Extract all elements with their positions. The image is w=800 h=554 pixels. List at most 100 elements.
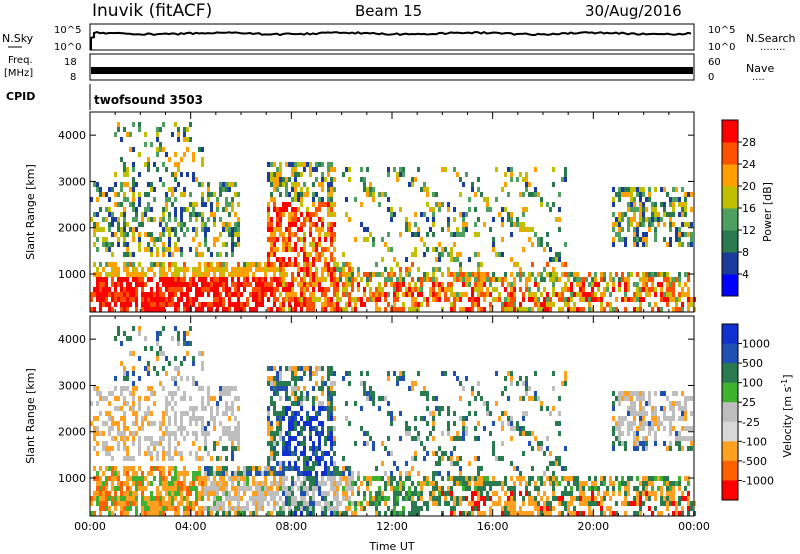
velocity-cell (216, 401, 219, 406)
power-cell (147, 277, 150, 282)
power-cell (201, 307, 204, 312)
velocity-cell (138, 356, 141, 361)
velocity-cell (111, 476, 114, 481)
power-cell (519, 267, 522, 272)
power-cell (654, 302, 657, 307)
velocity-cell (174, 486, 177, 491)
power-cell (495, 197, 498, 202)
power-cell (618, 277, 621, 282)
velocity-cell (300, 496, 303, 501)
power-cell (552, 182, 555, 187)
velocity-cell (567, 491, 570, 496)
velocity-cell (363, 496, 366, 501)
velocity-cell (207, 511, 210, 516)
velocity-cell (684, 411, 687, 416)
power-cell (489, 227, 492, 232)
power-cell (642, 202, 645, 207)
power-cell (672, 212, 675, 217)
velocity-cell (126, 491, 129, 496)
power-cell (486, 197, 489, 202)
velocity-cell (438, 471, 441, 476)
power-cell (480, 307, 483, 312)
power-cell (213, 272, 216, 277)
velocity-cell (552, 371, 555, 376)
power-cell (285, 227, 288, 232)
velocity-cell (231, 456, 234, 461)
power-cell (495, 167, 498, 172)
power-cell (336, 307, 339, 312)
power-cell (684, 212, 687, 217)
power-cell (546, 242, 549, 247)
power-cell (405, 272, 408, 277)
power-cell (387, 207, 390, 212)
velocity-cell (546, 436, 549, 441)
velocity-cell (132, 401, 135, 406)
power-cell (174, 207, 177, 212)
velocity-cell (126, 506, 129, 511)
power-cell (309, 267, 312, 272)
velocity-cell (558, 496, 561, 501)
velocity-cell (288, 496, 291, 501)
velocity-cell (564, 476, 567, 481)
power-cell (99, 227, 102, 232)
power-cell (135, 307, 138, 312)
power-cell (123, 192, 126, 197)
velocity-cell (519, 376, 522, 381)
velocity-cell (126, 376, 129, 381)
velocity-cell (564, 381, 567, 386)
freq-tick-high: 18 (64, 57, 77, 68)
velocity-cell (687, 436, 690, 441)
velocity-cell (681, 506, 684, 511)
velocity-cell (171, 406, 174, 411)
power-cell (537, 302, 540, 307)
y-tick-label: 2000 (58, 222, 86, 235)
velocity-cell (198, 386, 201, 391)
power-cell (186, 267, 189, 272)
velocity-cell (432, 396, 435, 401)
y-tick-label: 4000 (58, 129, 86, 142)
velocity-cell (396, 496, 399, 501)
velocity-cell (132, 456, 135, 461)
power-cell (366, 277, 369, 282)
velocity-cell (474, 476, 477, 481)
velocity-cell (621, 421, 624, 426)
power-cell (519, 272, 522, 277)
power-cell (333, 177, 336, 182)
velocity-cell (303, 471, 306, 476)
velocity-cell (93, 511, 96, 516)
power-cell (171, 302, 174, 307)
power-cell (285, 192, 288, 197)
power-cell (282, 232, 285, 237)
power-cell (219, 282, 222, 287)
power-cell (582, 287, 585, 292)
velocity-cell (273, 481, 276, 486)
velocity-cell (225, 466, 228, 471)
power-cell (117, 242, 120, 247)
power-cell (675, 187, 678, 192)
velocity-cell (618, 486, 621, 491)
velocity-cell (630, 391, 633, 396)
power-cell (105, 192, 108, 197)
velocity-cell (144, 416, 147, 421)
power-cell (291, 292, 294, 297)
power-cell (456, 257, 459, 262)
power-cell (381, 272, 384, 277)
velocity-cell (537, 506, 540, 511)
power-cell (279, 292, 282, 297)
power-cell (675, 237, 678, 242)
power-cell (327, 222, 330, 227)
velocity-cell (654, 416, 657, 421)
power-cell (174, 212, 177, 217)
power-cell (231, 227, 234, 232)
velocity-cell (351, 481, 354, 486)
power-cell (108, 227, 111, 232)
power-cell (348, 297, 351, 302)
velocity-cell (93, 496, 96, 501)
power-cell (564, 172, 567, 177)
power-cell (285, 237, 288, 242)
power-cell (459, 177, 462, 182)
velocity-cell (477, 511, 480, 516)
power-cell (138, 127, 141, 132)
power-cell (315, 252, 318, 257)
velocity-cell (123, 366, 126, 371)
